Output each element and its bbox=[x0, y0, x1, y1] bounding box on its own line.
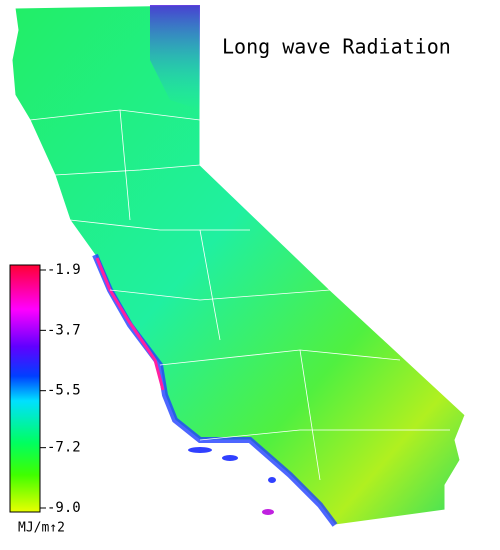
map-title: Long wave Radiation bbox=[222, 35, 451, 59]
tick-label: -5.5 bbox=[47, 383, 81, 399]
tick-label: -1.9 bbox=[47, 262, 81, 278]
islands bbox=[188, 447, 276, 515]
northeast-region bbox=[150, 5, 200, 110]
california-map bbox=[11, 4, 466, 527]
tick-label: -3.7 bbox=[47, 322, 81, 338]
color-bar bbox=[9, 264, 41, 513]
tick-label: -7.2 bbox=[47, 440, 81, 456]
legend-unit: MJ/m↑2 bbox=[18, 521, 65, 536]
county-lines bbox=[29, 109, 450, 481]
coastline-hot bbox=[95, 257, 165, 391]
color-bar-ticks: -1.9 -3.7 -5.5 -7.2 -9.0 bbox=[40, 262, 81, 516]
tick-label: -9.0 bbox=[47, 500, 81, 516]
